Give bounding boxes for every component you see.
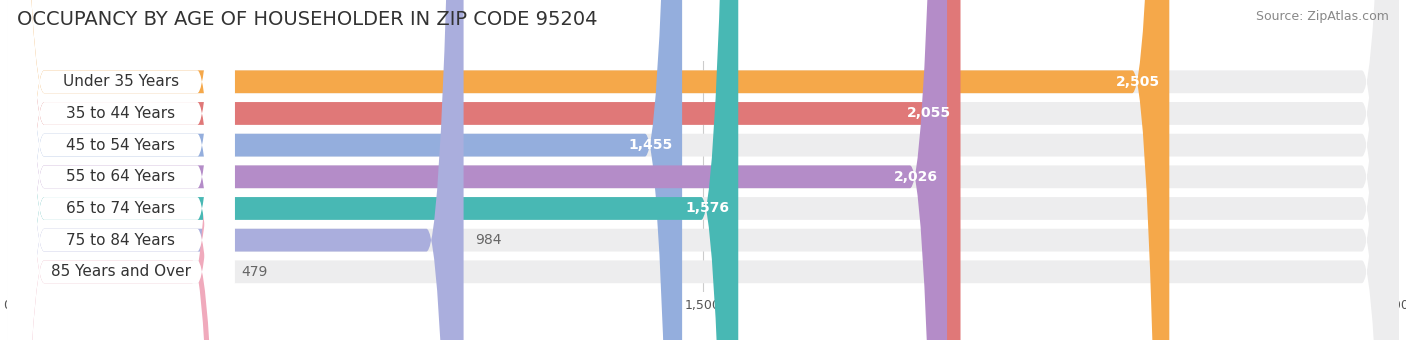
FancyBboxPatch shape	[7, 0, 738, 340]
FancyBboxPatch shape	[7, 0, 235, 340]
FancyBboxPatch shape	[7, 0, 235, 340]
FancyBboxPatch shape	[7, 0, 235, 340]
FancyBboxPatch shape	[7, 0, 235, 340]
FancyBboxPatch shape	[7, 0, 229, 340]
Text: 45 to 54 Years: 45 to 54 Years	[66, 138, 176, 153]
FancyBboxPatch shape	[7, 0, 1399, 340]
Text: 479: 479	[240, 265, 267, 279]
FancyBboxPatch shape	[7, 0, 1170, 340]
Text: 2,055: 2,055	[907, 106, 952, 120]
FancyBboxPatch shape	[7, 0, 464, 340]
Text: 1,455: 1,455	[628, 138, 673, 152]
Text: 2,505: 2,505	[1116, 75, 1160, 89]
Text: OCCUPANCY BY AGE OF HOUSEHOLDER IN ZIP CODE 95204: OCCUPANCY BY AGE OF HOUSEHOLDER IN ZIP C…	[17, 10, 598, 29]
FancyBboxPatch shape	[7, 0, 1399, 340]
Text: 984: 984	[475, 233, 502, 247]
Text: 55 to 64 Years: 55 to 64 Years	[66, 169, 176, 184]
FancyBboxPatch shape	[7, 0, 960, 340]
FancyBboxPatch shape	[7, 0, 948, 340]
FancyBboxPatch shape	[7, 0, 1399, 340]
FancyBboxPatch shape	[7, 0, 1399, 340]
FancyBboxPatch shape	[7, 0, 1399, 340]
Text: 65 to 74 Years: 65 to 74 Years	[66, 201, 176, 216]
FancyBboxPatch shape	[7, 0, 1399, 340]
Text: 2,026: 2,026	[894, 170, 938, 184]
Text: Under 35 Years: Under 35 Years	[63, 74, 179, 89]
Text: 75 to 84 Years: 75 to 84 Years	[66, 233, 176, 248]
Text: 85 Years and Over: 85 Years and Over	[51, 264, 191, 279]
FancyBboxPatch shape	[7, 0, 235, 340]
Text: Source: ZipAtlas.com: Source: ZipAtlas.com	[1256, 10, 1389, 23]
Text: 35 to 44 Years: 35 to 44 Years	[66, 106, 176, 121]
FancyBboxPatch shape	[7, 0, 235, 340]
Text: 1,576: 1,576	[685, 202, 728, 216]
FancyBboxPatch shape	[7, 0, 1399, 340]
FancyBboxPatch shape	[7, 0, 682, 340]
FancyBboxPatch shape	[7, 0, 235, 340]
